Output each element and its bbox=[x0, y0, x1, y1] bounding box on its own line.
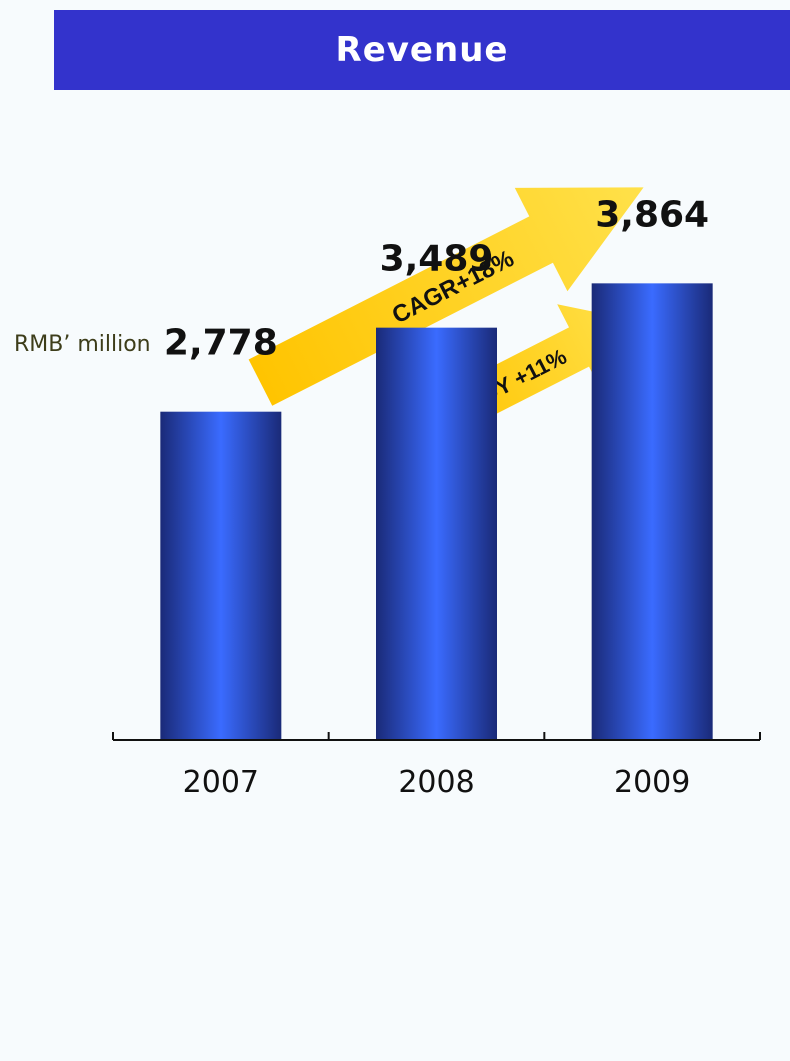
value-label-2008: 3,489 bbox=[380, 239, 494, 280]
chart-title: Revenue bbox=[335, 30, 509, 70]
x-axis bbox=[112, 732, 761, 741]
value-label-2009: 3,864 bbox=[595, 194, 709, 235]
value-label-2007: 2,778 bbox=[164, 323, 278, 364]
value-labels-group: 2,778 3,489 3,864 bbox=[164, 194, 709, 363]
bar-2009 bbox=[591, 283, 713, 740]
x-tick-label-2007: 2007 bbox=[183, 765, 259, 800]
title-band: Revenue bbox=[54, 10, 790, 90]
bar-2007 bbox=[160, 411, 282, 740]
x-tick-label-2009: 2009 bbox=[614, 765, 690, 800]
bar-2008 bbox=[376, 327, 497, 740]
x-tick-label-2008: 2008 bbox=[398, 765, 474, 800]
bars-group bbox=[160, 283, 713, 740]
x-tick-labels-group: 2007 2008 2009 bbox=[183, 765, 691, 800]
y-axis-unit-label: RMB’ million bbox=[14, 332, 151, 357]
